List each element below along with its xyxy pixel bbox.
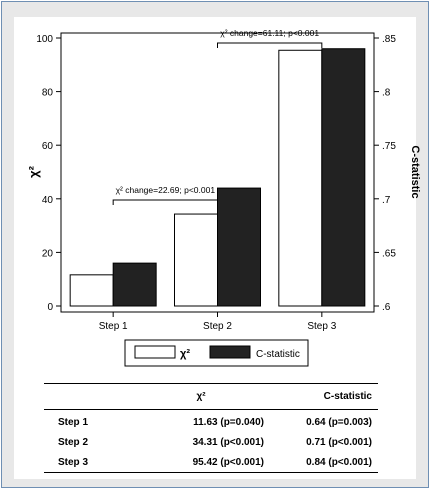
x-tick-label: Step 2 xyxy=(203,321,232,332)
table-row: Step 1 11.63 (p=0.040) 0.64 (p=0.003) xyxy=(44,410,378,433)
bars xyxy=(69,48,366,307)
legend-swatch-chi2 xyxy=(134,345,176,359)
legend-swatch-cstat xyxy=(209,345,251,359)
table-header-cell xyxy=(44,383,138,410)
legend-label-cstat: C-statistic xyxy=(256,349,300,360)
y-tick-label: 40 xyxy=(42,195,54,206)
annotation-bracket xyxy=(112,199,218,205)
bar-chi2 xyxy=(174,213,218,307)
table-cell: Step 2 xyxy=(58,436,89,448)
y-tick-label: 20 xyxy=(42,248,54,259)
right-axis: .6 .65 .7 .75 .8 .85 xyxy=(374,34,396,313)
bar-c-statistic xyxy=(321,48,366,307)
results-table: χ² C-statistic Step 1 11.63 (p=0.040) 0.… xyxy=(44,383,378,473)
y2-axis-label: C-statistic xyxy=(409,145,421,198)
annotation-label: χ² change=22.69; p<0.001 xyxy=(116,185,216,195)
y-tick-label: 80 xyxy=(42,88,54,99)
table-row: Step 2 34.31 (p<0.001) 0.71 (p<0.001) xyxy=(44,432,378,452)
x-axis: Step 1 Step 2 Step 3 xyxy=(99,312,337,332)
y2-tick-label: .7 xyxy=(382,195,391,206)
table-header-row: χ² C-statistic xyxy=(44,383,378,410)
legend: χ² C-statistic xyxy=(124,339,309,367)
table-cell: 0.84 (p<0.001) xyxy=(264,452,378,473)
y-tick-label: 100 xyxy=(36,34,53,45)
left-axis: 0 20 40 60 80 100 xyxy=(36,34,61,313)
table-header-cell: χ² xyxy=(138,383,264,410)
table-cell: 11.63 (p=0.040) xyxy=(193,416,264,428)
table-cell: Step 1 xyxy=(58,416,89,428)
x-tick-label: Step 3 xyxy=(307,321,336,332)
y-axis-label: χ² xyxy=(26,165,41,177)
table-cell: 0.71 (p<0.001) xyxy=(306,436,372,448)
table-cell: Step 3 xyxy=(44,452,138,473)
y-tick-label: 0 xyxy=(47,302,53,313)
y2-tick-label: .8 xyxy=(382,88,391,99)
y2-tick-label: .75 xyxy=(382,141,396,152)
table-cell: 34.31 (p<0.001) xyxy=(192,436,264,448)
legend-label-chi2: χ² xyxy=(180,348,190,360)
annotations: χ² change=22.69; p<0.001 χ² change=61.11;… xyxy=(112,28,323,205)
bar-c-statistic xyxy=(112,262,157,307)
table-cell: 95.42 (p<0.001) xyxy=(138,452,264,473)
annotation-label: χ² change=61.11; p<0.001 xyxy=(220,28,319,38)
y2-tick-label: .6 xyxy=(382,302,391,313)
table-row: Step 3 95.42 (p<0.001) 0.84 (p<0.001) xyxy=(44,452,378,473)
y-tick-label: 60 xyxy=(42,141,54,152)
table-cell: 0.64 (p=0.003) xyxy=(306,416,372,428)
y2-tick-label: .65 xyxy=(382,248,396,259)
x-tick-label: Step 1 xyxy=(99,321,128,332)
annotation-bracket xyxy=(217,42,323,48)
bar-chi2 xyxy=(278,49,323,307)
bar-chi2 xyxy=(69,274,114,307)
bar-c-statistic xyxy=(217,187,261,307)
y2-tick-label: .85 xyxy=(382,34,396,45)
table-header-cell: C-statistic xyxy=(264,383,378,410)
